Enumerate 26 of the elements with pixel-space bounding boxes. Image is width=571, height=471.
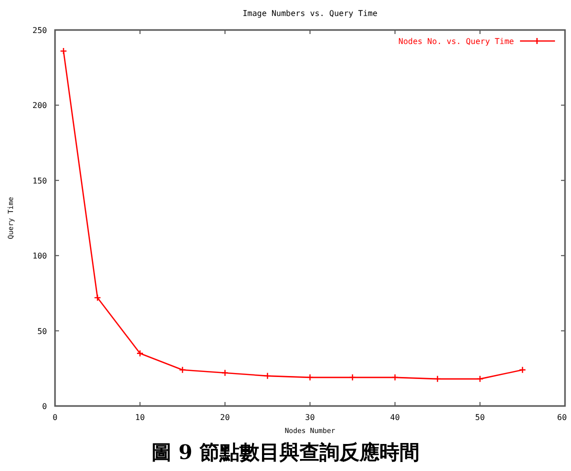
legend-label: Nodes No. vs. Query Time [398, 37, 514, 46]
y-tick-label: 0 [42, 402, 48, 411]
y-tick-label: 100 [32, 252, 48, 261]
point [391, 374, 399, 382]
point [221, 369, 229, 377]
point [434, 375, 442, 383]
point [476, 375, 484, 383]
x-tick-label: 40 [390, 413, 400, 422]
y-tick-label: 50 [37, 326, 48, 336]
chart-title: Image Numbers vs. Query Time [242, 9, 378, 18]
y-tick-label: 250 [32, 26, 48, 35]
point [264, 372, 272, 380]
x-tick-label: 0 [52, 413, 58, 422]
x-tick-label: 60 [557, 413, 567, 422]
point [94, 294, 102, 302]
point [178, 366, 186, 374]
point [348, 374, 356, 382]
y-tick-label: 150 [32, 176, 48, 186]
x-tick-label: 10 [135, 413, 145, 422]
y-tick-label: 200 [32, 101, 48, 110]
point [136, 350, 144, 357]
point [306, 374, 314, 382]
caption: 圖 9 節點數目與查詢反應時間 [152, 440, 420, 464]
x-tick-label: 50 [475, 413, 485, 422]
x-tick-label: 30 [305, 413, 315, 422]
x-tick-label: 20 [220, 413, 230, 422]
